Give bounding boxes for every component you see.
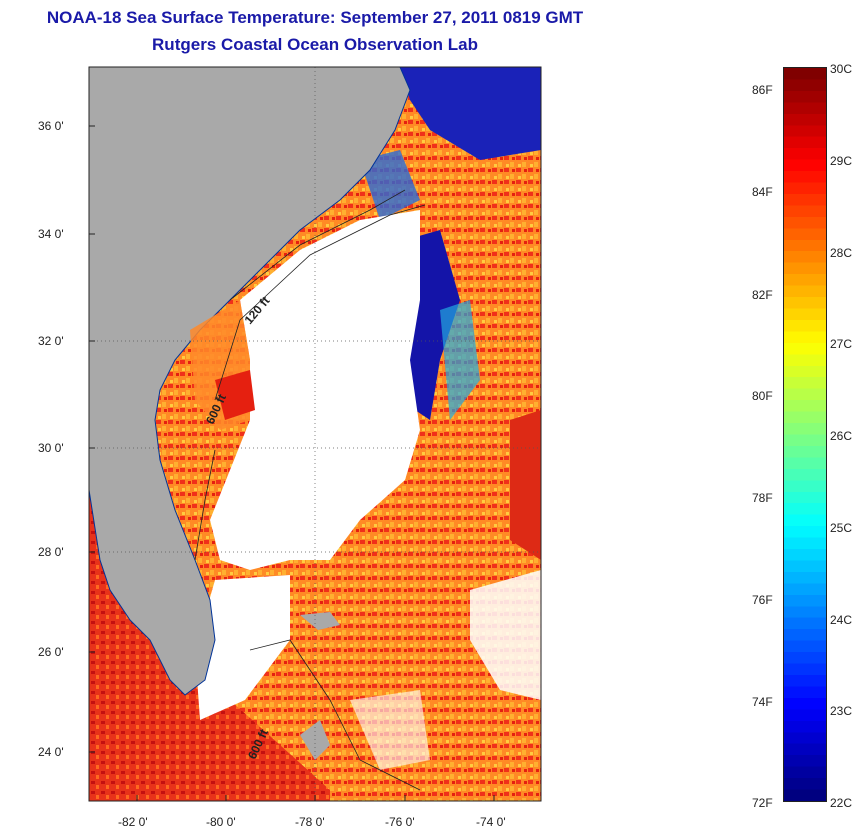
colorbar-f-label: 86F <box>752 83 773 97</box>
colorbar-c-label: 29C <box>830 154 853 168</box>
lat-tick-label: 26 0' <box>38 645 64 659</box>
colorbar-c-label: 28C <box>830 246 853 260</box>
contour-120ft <box>229 189 406 301</box>
graticule <box>89 67 541 801</box>
colorbar-c-label: 30C <box>830 62 853 76</box>
colorbar-f-label: 72F <box>752 796 773 810</box>
colorbar-c-label: 25C <box>830 521 853 535</box>
lat-tick-label: 32 0' <box>38 334 64 348</box>
land-grand-bahama <box>300 612 340 630</box>
colorbar-f-label: 84F <box>752 185 773 199</box>
colorbar-f-label: 74F <box>752 695 773 709</box>
chart-subtitle: Rutgers Coastal Ocean Observation Lab <box>152 35 478 54</box>
lat-tick-label: 34 0' <box>38 227 64 241</box>
lat-tick-label: 24 0' <box>38 745 64 759</box>
colorbar-c-label: 23C <box>830 704 853 718</box>
contour-600ft <box>214 204 426 401</box>
lon-tick-label: -76 0' <box>385 815 415 829</box>
lon-tick-label: -80 0' <box>206 815 236 829</box>
cool-sst-north <box>400 67 541 160</box>
lon-tick-label: -78 0' <box>295 815 325 829</box>
colorbar-f-label: 80F <box>752 389 773 403</box>
cloud-cover-south <box>195 575 290 720</box>
lat-tick-label: 36 0' <box>38 119 64 133</box>
colorbar-c-label: 22C <box>830 796 853 810</box>
colorbar-c-label: 27C <box>830 337 853 351</box>
colorbar-f-label: 82F <box>752 288 773 302</box>
colorbar-f-label: 78F <box>752 491 773 505</box>
colorbar-c-label: 24C <box>830 613 853 627</box>
lat-tick-label: 30 0' <box>38 441 64 455</box>
colorbar-f-label: 76F <box>752 593 773 607</box>
temperature-colorbar <box>783 67 827 802</box>
colorbar-c-label: 26C <box>830 429 853 443</box>
warm-sst-east <box>510 410 541 560</box>
lon-tick-label: -82 0' <box>118 815 148 829</box>
chart-title: NOAA-18 Sea Surface Temperature: Septemb… <box>46 8 584 27</box>
cloud-cover-main <box>210 210 420 570</box>
land-southeast-us <box>89 67 411 696</box>
lat-tick-label: 28 0' <box>38 545 64 559</box>
lon-tick-label: -74 0' <box>476 815 506 829</box>
